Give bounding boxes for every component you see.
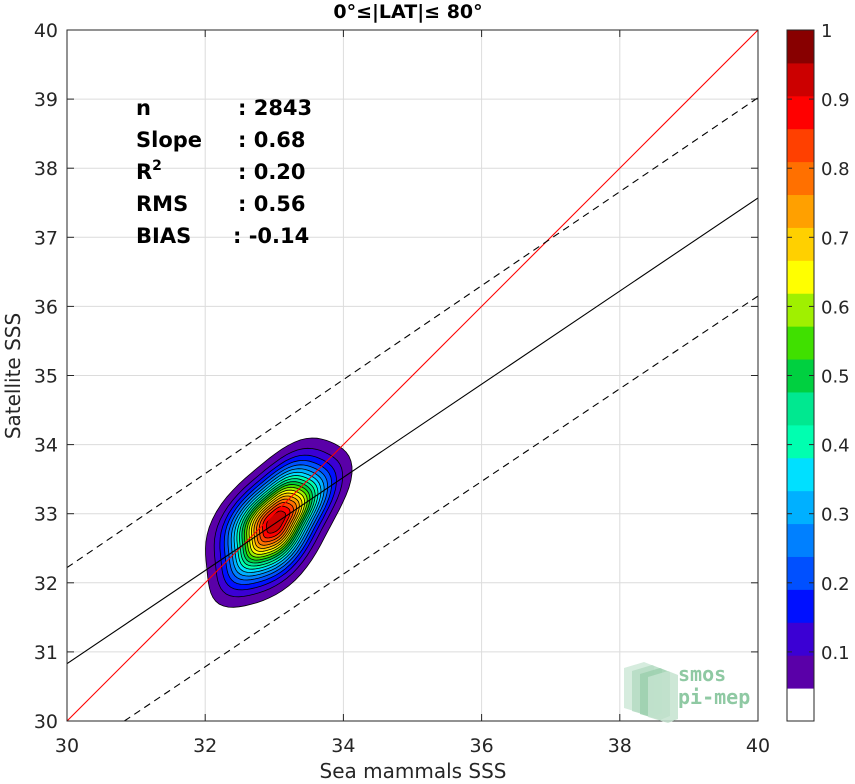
colorbar-segment xyxy=(787,490,814,525)
colorbar-segment xyxy=(787,62,814,97)
colorbar-segment xyxy=(787,688,814,722)
y-tick-label: 30 xyxy=(34,711,58,733)
x-tick-label: 36 xyxy=(470,735,494,757)
y-tick-label: 31 xyxy=(34,642,58,664)
y-axis-label: Satellite SSS xyxy=(1,313,25,439)
colorbar-segment xyxy=(787,424,814,459)
stat-value: : 0.56 xyxy=(238,192,306,216)
colorbar-segment xyxy=(787,391,814,426)
x-tick-label: 34 xyxy=(331,735,355,757)
stat-label: Slope xyxy=(136,128,202,152)
y-tick-label: 40 xyxy=(34,20,58,42)
x-axis-label: Sea mammals SSS xyxy=(320,759,507,783)
x-tick-label: 40 xyxy=(746,735,770,757)
upper-bound-line xyxy=(67,97,758,569)
y-tick-label: 39 xyxy=(34,89,58,111)
grid xyxy=(66,29,759,722)
stat-value: : -0.14 xyxy=(233,224,309,248)
regression-line xyxy=(67,197,758,665)
colorbar-segment xyxy=(787,161,814,196)
colorbar-segment xyxy=(787,227,814,261)
colorbar-segment xyxy=(787,293,814,327)
colorbar-segment xyxy=(787,260,814,294)
colorbar-tick-label: 0.4 xyxy=(821,436,850,457)
colorbar-tick-label: 0.7 xyxy=(821,228,850,249)
colorbar-tick-label: 0.3 xyxy=(821,505,850,526)
logo-text-pimep: pi-mep xyxy=(678,685,750,709)
y-tick-label: 35 xyxy=(34,366,58,388)
stat-label: BIAS xyxy=(136,224,191,248)
y-tick-label: 36 xyxy=(34,296,58,318)
colorbar-tick-label: 0.9 xyxy=(821,90,850,111)
colorbar-segment xyxy=(787,95,814,130)
stat-label: RMS xyxy=(136,192,188,216)
colorbar-segment xyxy=(787,622,814,656)
colorbar-segment xyxy=(787,523,814,557)
colorbar-tick-label: 0.6 xyxy=(821,297,850,318)
colorbar-segment xyxy=(787,457,814,492)
colorbar-tick-label: 0.8 xyxy=(821,159,850,180)
colorbar-segment xyxy=(787,326,814,360)
axis-ticks: 30 32 34 36 38 40 30 31 32 33 34 35 36 37 38 39 40 xyxy=(34,20,770,757)
colorbar: 0.1 0.2 0.3 0.4 0.5 0.6 0.7 0.8 0.9 1 xyxy=(786,21,850,722)
colorbar-segment xyxy=(787,655,814,689)
colorbar-segment xyxy=(787,556,814,590)
chart-title: 0°≤|LAT|≤ 80° xyxy=(333,1,482,23)
colorbar-segment xyxy=(787,589,814,623)
y-tick-label: 37 xyxy=(34,227,58,249)
x-tick-label: 32 xyxy=(193,735,217,757)
y-tick-label: 33 xyxy=(34,504,58,526)
stat-label: n xyxy=(136,96,151,120)
colorbar-segment xyxy=(787,128,814,163)
logo-wave-mark xyxy=(648,671,678,723)
colorbar-tick-label: 0.1 xyxy=(821,643,850,664)
colorbar-segment xyxy=(787,194,814,228)
colorbar-tick-label: 0.2 xyxy=(821,574,850,595)
stat-value: : 0.68 xyxy=(238,128,306,152)
y-tick-label: 32 xyxy=(34,573,58,595)
stat-value: : 0.20 xyxy=(238,160,306,184)
colorbar-tick-label: 0.5 xyxy=(821,367,850,388)
colorbar-tick-label: 1 xyxy=(821,21,832,42)
identity-line xyxy=(67,30,758,721)
x-tick-label: 38 xyxy=(608,735,632,757)
logo-text-smos: smos xyxy=(678,662,726,686)
density-contours xyxy=(205,437,353,608)
y-tick-label: 38 xyxy=(34,158,58,180)
x-tick-label: 30 xyxy=(55,735,79,757)
y-tick-label: 34 xyxy=(34,435,58,457)
stat-value: : 2843 xyxy=(238,96,312,120)
fit-lines xyxy=(67,30,758,721)
colorbar-segment xyxy=(787,30,814,64)
